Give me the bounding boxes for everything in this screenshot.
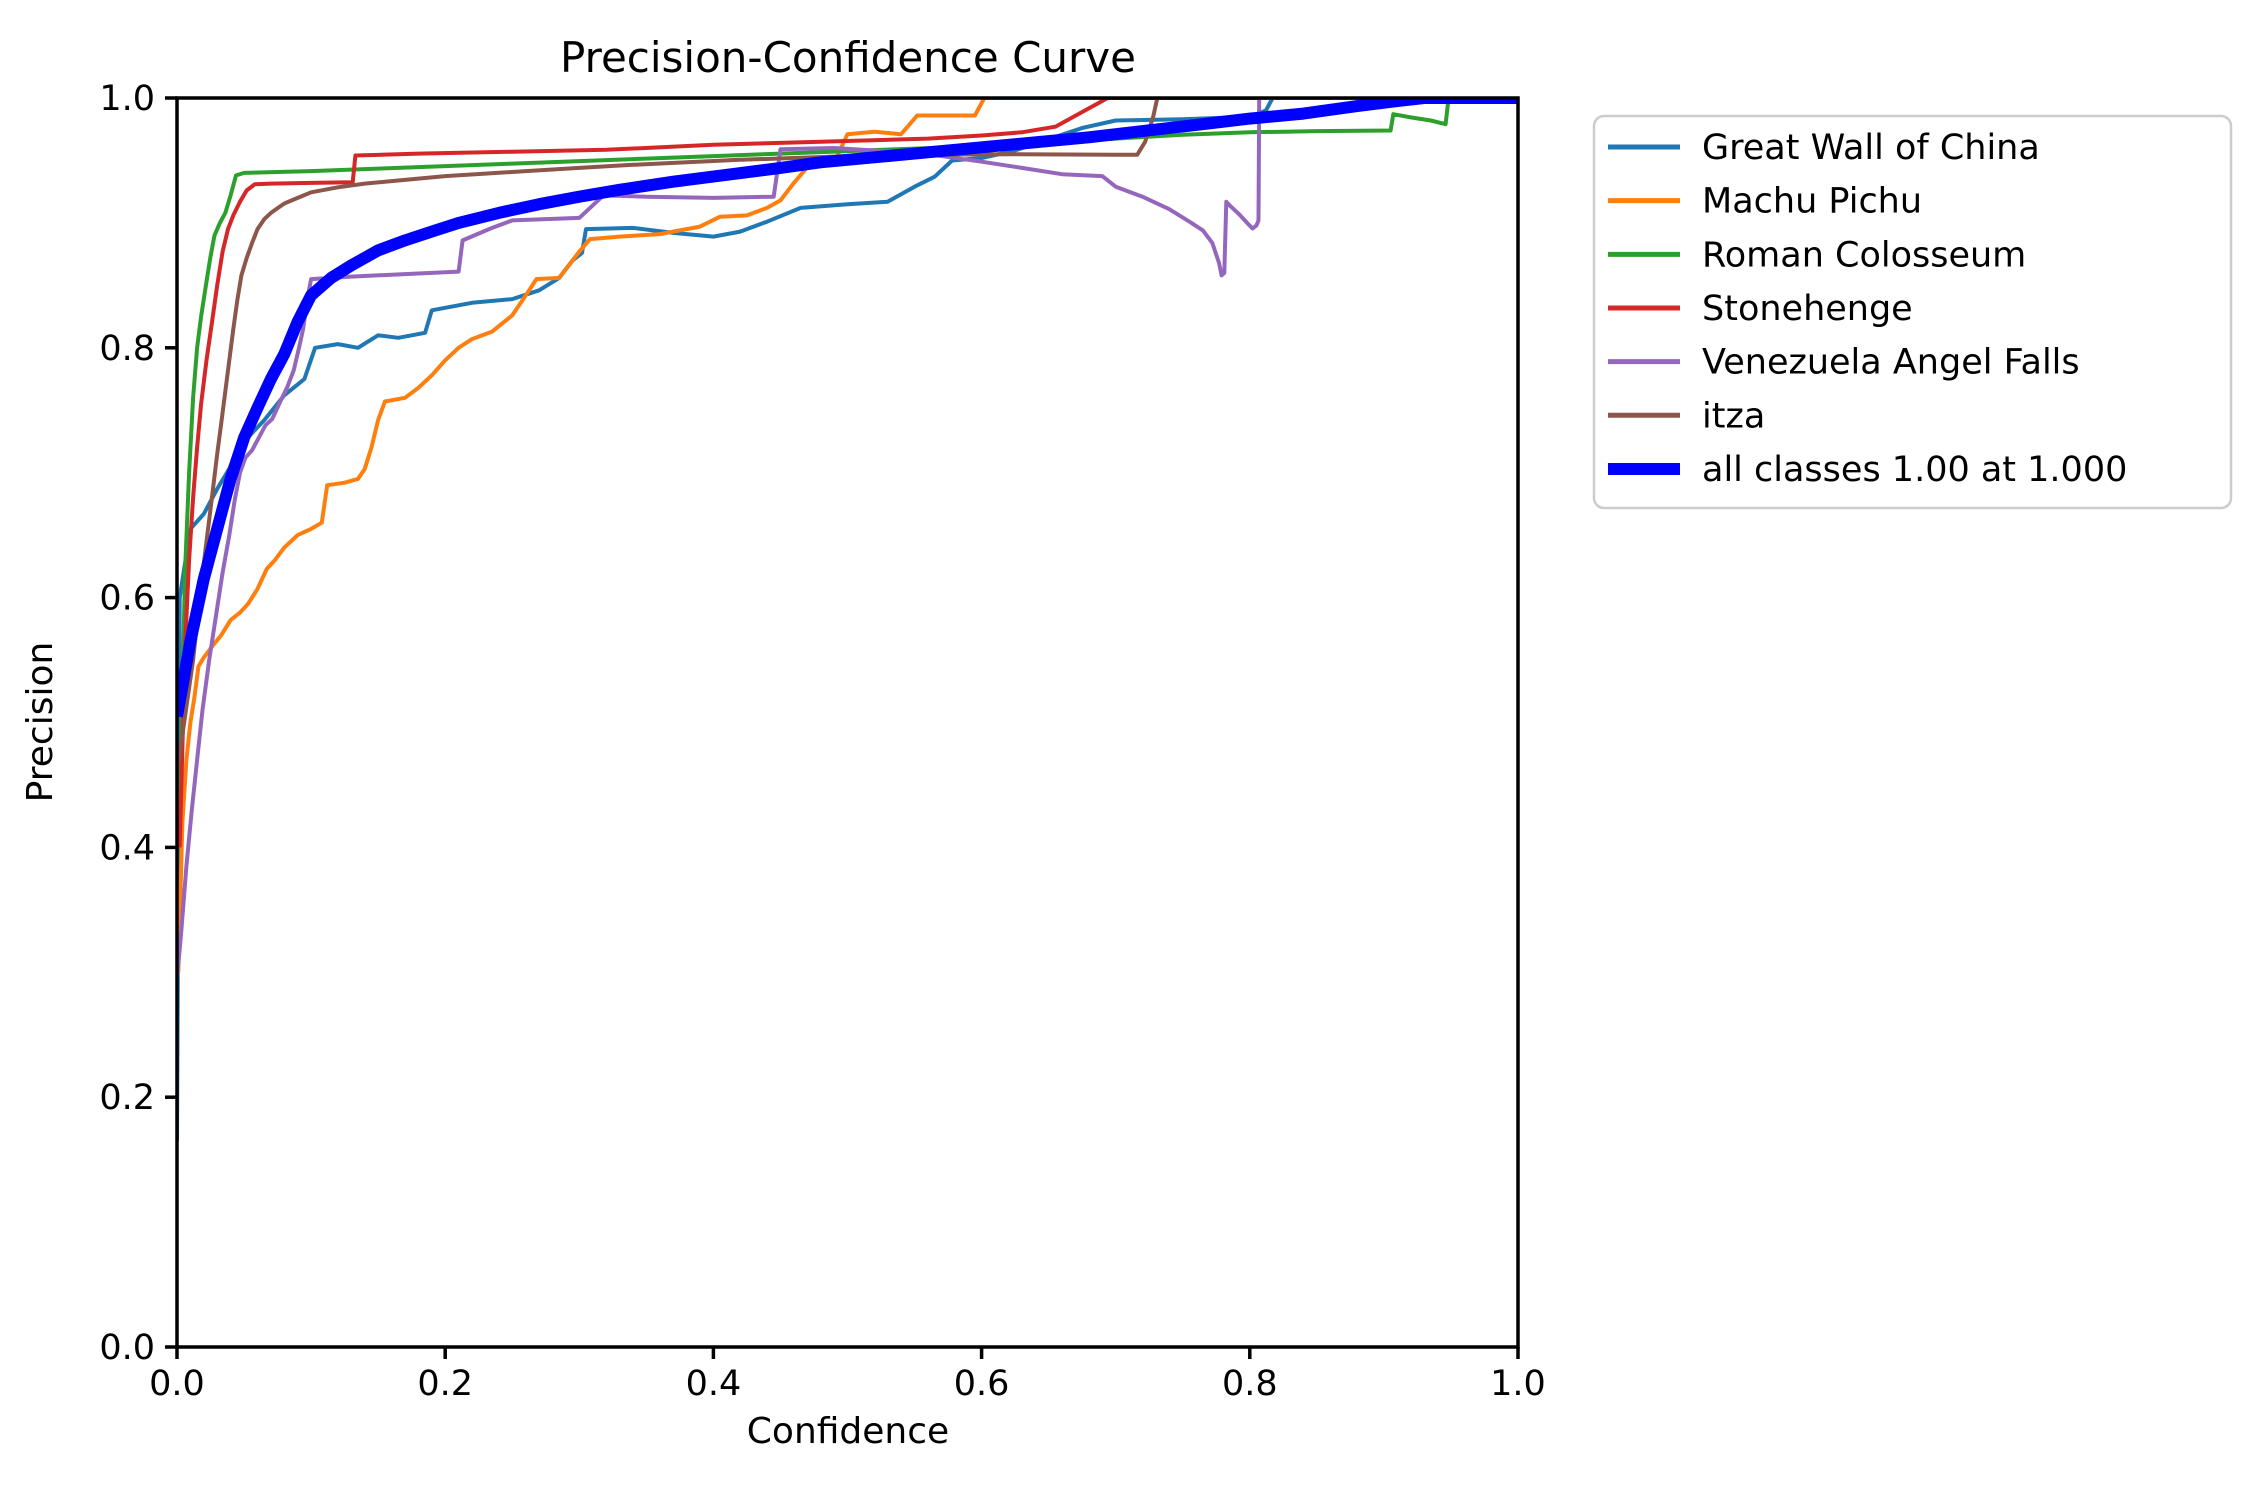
x-tick-label: 0.8 bbox=[1222, 1364, 1278, 1404]
series-line-stonehenge bbox=[177, 98, 1518, 848]
plot-border bbox=[175, 96, 1520, 1349]
x-tick-label: 1.0 bbox=[1490, 1364, 1546, 1404]
series-line-all-classes bbox=[177, 98, 1518, 718]
legend-entry-itza: itza bbox=[1608, 396, 1765, 436]
legend-label-roman-colosseum: Roman Colosseum bbox=[1702, 235, 2026, 275]
legend-label-venezuela-angel-falls: Venezuela Angel Falls bbox=[1702, 343, 2080, 383]
legend-entry-stonehenge: Stonehenge bbox=[1608, 289, 1913, 329]
x-axis-label: Confidence bbox=[747, 1411, 949, 1452]
series-line-machu-pichu bbox=[177, 98, 1518, 973]
legend-label-stonehenge: Stonehenge bbox=[1702, 289, 1913, 329]
legend-label-itza: itza bbox=[1702, 396, 1765, 436]
series-lines bbox=[177, 98, 1518, 1141]
legend-entry-machu-pichu: Machu Pichu bbox=[1608, 182, 1922, 222]
legend-label-machu-pichu: Machu Pichu bbox=[1702, 182, 1922, 222]
y-tick-label: 1.0 bbox=[99, 79, 155, 119]
y-axis-ticks: 0.0 0.2 0.4 0.6 0.8 1.0 bbox=[99, 79, 177, 1368]
legend-entry-roman-colosseum: Roman Colosseum bbox=[1608, 235, 2026, 275]
x-tick-label: 0.4 bbox=[686, 1364, 742, 1404]
y-axis-label: Precision bbox=[20, 642, 61, 803]
x-axis-ticks: 0.0 0.2 0.4 0.6 0.8 1.0 bbox=[149, 1347, 1546, 1404]
y-tick-label: 0.8 bbox=[99, 329, 155, 369]
y-tick-label: 0.0 bbox=[99, 1328, 155, 1368]
chart-title: Precision-Confidence Curve bbox=[560, 33, 1136, 82]
y-tick-label: 0.4 bbox=[99, 828, 155, 868]
plot-area bbox=[177, 98, 1518, 1347]
legend-entry-all-classes: all classes 1.00 at 1.000 bbox=[1608, 450, 2127, 490]
x-tick-label: 0.2 bbox=[417, 1364, 473, 1404]
x-tick-label: 0.6 bbox=[954, 1364, 1010, 1404]
legend-label-great-wall-of-china: Great Wall of China bbox=[1702, 128, 2040, 168]
series-line-roman-colosseum bbox=[177, 98, 1518, 823]
y-tick-label: 0.2 bbox=[99, 1078, 155, 1118]
legend-box bbox=[1592, 114, 2233, 510]
legend-entry-great-wall-of-china: Great Wall of China bbox=[1608, 128, 2040, 168]
series-line-venezuela-angel-falls bbox=[177, 98, 1518, 979]
legend-entry-venezuela-angel-falls: Venezuela Angel Falls bbox=[1608, 343, 2080, 383]
legend-label-all-classes: all classes 1.00 at 1.000 bbox=[1702, 450, 2127, 490]
y-tick-label: 0.6 bbox=[99, 579, 155, 619]
x-tick-label: 0.0 bbox=[149, 1364, 205, 1404]
legend: Great Wall of China Machu Pichu Roman Colo… bbox=[1592, 114, 2233, 510]
